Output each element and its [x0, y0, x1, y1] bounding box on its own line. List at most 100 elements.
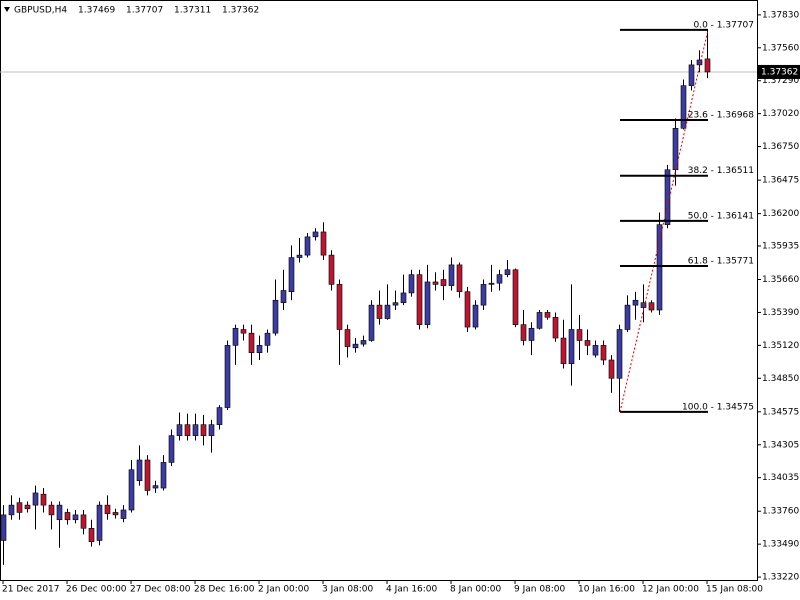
candle-body	[552, 317, 559, 339]
x-tick-label: 3 Jan 08:00	[322, 585, 374, 595]
y-tick-label: 1.37020	[762, 109, 799, 119]
candle-body	[288, 257, 295, 293]
candle-body	[664, 169, 671, 225]
x-tick-label: 10 Jan 16:00	[578, 585, 635, 595]
candle-body	[248, 332, 255, 353]
candle-body	[696, 59, 703, 66]
fib-label: 50.0 - 1.36141	[688, 211, 754, 221]
candle-body	[200, 424, 207, 436]
x-tick-label: 27 Dec 08:00	[130, 585, 191, 595]
candle-body	[328, 254, 335, 285]
candle-body	[184, 424, 191, 436]
candle-body	[136, 459, 143, 482]
candle-body	[608, 359, 615, 379]
candle-body	[176, 424, 183, 436]
candle-body	[640, 302, 647, 308]
x-tick-label: 2 Jan 00:00	[258, 585, 310, 595]
y-tick-label: 1.33760	[762, 507, 799, 517]
y-tick-label: 1.35660	[762, 275, 799, 285]
fib-label: 23.6 - 1.36968	[688, 111, 754, 121]
header-high: 1.37707	[126, 6, 163, 16]
candle-body	[688, 64, 695, 86]
price-box-label: 1.37362	[761, 67, 798, 77]
candle-body	[480, 284, 487, 306]
candle-body	[168, 435, 175, 463]
candle-body	[16, 502, 23, 513]
y-tick-label: 1.36475	[762, 176, 799, 186]
header-open: 1.37469	[78, 6, 115, 16]
candle-body	[120, 509, 127, 519]
candle-body	[560, 337, 567, 364]
x-tick-label: 4 Jan 16:00	[386, 585, 438, 595]
y-tick-label: 1.35935	[762, 241, 799, 251]
candle-body	[256, 345, 263, 353]
candle-body	[648, 302, 655, 311]
candle-body	[296, 254, 303, 258]
candle-body	[592, 345, 599, 356]
candle-body	[32, 492, 39, 506]
candle-body	[432, 281, 439, 285]
candle-body	[504, 269, 511, 275]
y-tick-label: 1.36750	[762, 142, 799, 152]
y-tick-label: 1.33490	[762, 540, 799, 550]
candle-body	[24, 504, 31, 510]
candle-body	[216, 407, 223, 425]
candle-body	[56, 504, 63, 521]
menu-icon	[4, 7, 10, 12]
y-tick-label: 1.34850	[762, 374, 799, 384]
y-tick-label: 1.33220	[762, 573, 799, 583]
candle-body	[392, 302, 399, 306]
candle-body	[128, 469, 135, 511]
fib-label: 38.2 - 1.36511	[688, 166, 754, 176]
candle-body	[448, 264, 455, 286]
candle-body	[88, 527, 95, 543]
y-tick-label: 1.37290	[762, 76, 799, 86]
candle-body	[520, 324, 527, 341]
price-box	[758, 64, 800, 79]
candle-body	[384, 304, 391, 319]
x-tick-label: 9 Jan 08:00	[514, 585, 566, 595]
candle-body	[208, 424, 215, 436]
x-tick-label: 8 Jan 00:00	[450, 585, 502, 595]
candle-body	[304, 236, 311, 256]
fib-trend	[619, 29, 709, 412]
candle-body	[528, 327, 535, 341]
candle-body	[616, 329, 623, 379]
candle-body	[280, 290, 287, 303]
y-tick-label: 1.37560	[762, 43, 799, 53]
candle-body	[424, 281, 431, 325]
candle-body	[704, 58, 711, 73]
candle-body	[376, 304, 383, 319]
candle-body	[104, 504, 111, 514]
y-tick-label: 1.35390	[762, 308, 799, 318]
candle-body	[544, 312, 551, 318]
candle-body	[360, 340, 367, 345]
y-tick-label: 1.34305	[762, 440, 799, 450]
candle-body	[456, 264, 463, 293]
candle-body	[584, 340, 591, 346]
candle-body	[224, 345, 231, 408]
x-tick-label: 12 Jan 00:00	[642, 585, 699, 595]
candle-body	[160, 462, 167, 489]
candle-body	[80, 514, 87, 529]
y-tick-label: 1.34575	[762, 407, 799, 417]
x-tick-label: 21 Dec 2017	[2, 585, 60, 595]
chart-title: GBPUSD,H4	[14, 6, 67, 16]
candle-body	[192, 424, 199, 436]
header-low: 1.37311	[174, 6, 211, 16]
candle-body	[0, 514, 7, 541]
candle-body	[568, 329, 575, 364]
y-tick-label: 1.35120	[762, 341, 799, 351]
fib-label: 100.0 - 1.34575	[682, 402, 754, 412]
candle-body	[400, 292, 407, 303]
header-close: 1.37362	[222, 6, 259, 16]
candle-body	[368, 304, 375, 341]
x-tick-label: 15 Jan 08:00	[706, 585, 763, 595]
candle-body	[440, 279, 447, 286]
y-tick-label: 1.37830	[762, 10, 799, 20]
candle-body	[408, 274, 415, 294]
fib-label: 61.8 - 1.35771	[688, 256, 754, 266]
x-tick-label: 26 Dec 00:00	[66, 585, 127, 595]
candle-body	[536, 312, 543, 329]
